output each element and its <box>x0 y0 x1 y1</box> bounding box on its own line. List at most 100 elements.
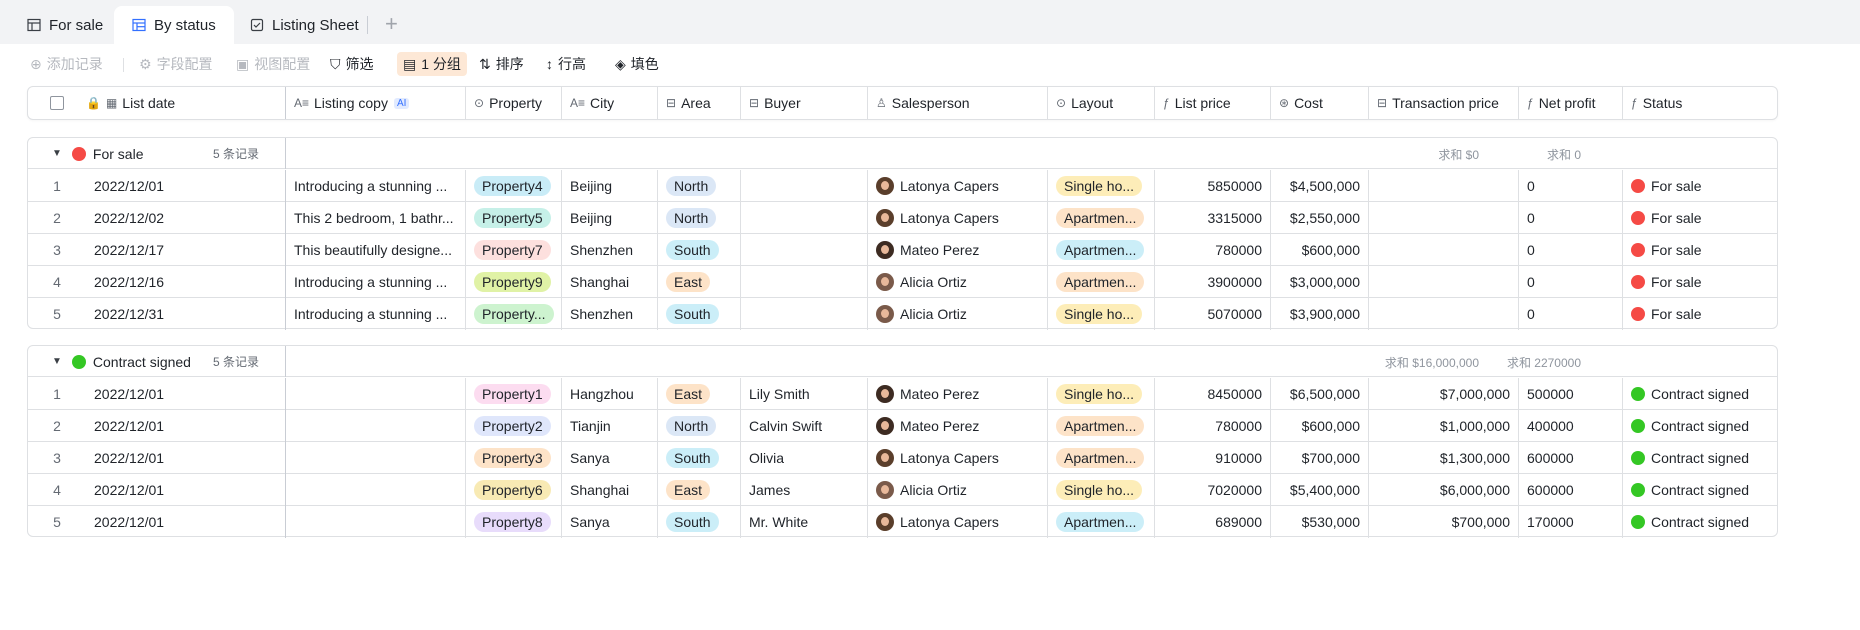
cell-idx[interactable]: 5 <box>28 298 86 330</box>
table-row[interactable]: 2 2022/12/02 This 2 bedroom, 1 bathr... Pro… <box>28 202 1777 234</box>
column-header-property[interactable]: ⊙ Property <box>466 87 562 119</box>
cell-status[interactable]: Contract signed <box>1623 378 1777 410</box>
cell-area[interactable]: South <box>658 234 741 266</box>
cell-property[interactable]: Property6 <box>466 474 562 506</box>
cell-area[interactable]: South <box>658 298 741 330</box>
cell-buyer[interactable] <box>741 202 868 234</box>
column-header-buyer[interactable]: ⊟ Buyer <box>741 87 868 119</box>
cell-profit[interactable]: 0 <box>1519 202 1623 234</box>
cell-transaction[interactable]: $1,000,000 <box>1369 410 1519 442</box>
cell-copy[interactable] <box>286 506 466 538</box>
cell-profit[interactable]: 600000 <box>1519 442 1623 474</box>
cell-transaction[interactable] <box>1369 266 1519 298</box>
cell-profit[interactable]: 600000 <box>1519 474 1623 506</box>
cell-copy[interactable] <box>286 474 466 506</box>
cell-status[interactable]: Contract signed <box>1623 506 1777 538</box>
cell-property[interactable]: Property... <box>466 298 562 330</box>
cell-buyer[interactable] <box>741 266 868 298</box>
cell-buyer[interactable]: Mr. White <box>741 506 868 538</box>
cell-date[interactable]: 2022/12/17 <box>86 234 286 266</box>
cell-property[interactable]: Property7 <box>466 234 562 266</box>
cell-status[interactable]: For sale <box>1623 202 1777 234</box>
cell-area[interactable]: South <box>658 442 741 474</box>
cell-profit[interactable]: 170000 <box>1519 506 1623 538</box>
cell-salesperson[interactable]: Alicia Ortiz <box>868 298 1048 330</box>
cell-property[interactable]: Property9 <box>466 266 562 298</box>
cell-list-price[interactable]: 3315000 <box>1155 202 1271 234</box>
cell-list-price[interactable]: 5850000 <box>1155 170 1271 202</box>
cell-idx[interactable]: 4 <box>28 266 86 298</box>
cell-idx[interactable]: 5 <box>28 506 86 538</box>
cell-city[interactable]: Shanghai <box>562 474 658 506</box>
cell-cost[interactable]: $3,900,000 <box>1271 298 1369 330</box>
cell-layout[interactable]: Apartmen... <box>1048 234 1155 266</box>
cell-property[interactable]: Property4 <box>466 170 562 202</box>
cell-date[interactable]: 2022/12/01 <box>86 442 286 474</box>
cell-list-price[interactable]: 780000 <box>1155 410 1271 442</box>
row-height-button[interactable]: ↕ 行高 <box>546 52 586 76</box>
cell-profit[interactable]: 0 <box>1519 266 1623 298</box>
cell-date[interactable]: 2022/12/16 <box>86 266 286 298</box>
cell-salesperson[interactable]: Latonya Capers <box>868 506 1048 538</box>
cell-cost[interactable]: $530,000 <box>1271 506 1369 538</box>
cell-date[interactable]: 2022/12/01 <box>86 474 286 506</box>
cell-idx[interactable]: 1 <box>28 170 86 202</box>
cell-idx[interactable]: 2 <box>28 410 86 442</box>
column-header-list-price[interactable]: ƒ List price <box>1155 87 1271 119</box>
cell-buyer[interactable] <box>741 234 868 266</box>
cell-area[interactable]: East <box>658 266 741 298</box>
collapse-caret-icon[interactable]: ▼ <box>52 356 62 367</box>
select-all-checkbox[interactable] <box>28 87 86 119</box>
cell-city[interactable]: Sanya <box>562 506 658 538</box>
cell-layout[interactable]: Apartmen... <box>1048 506 1155 538</box>
cell-property[interactable]: Property3 <box>466 442 562 474</box>
cell-list-price[interactable]: 8450000 <box>1155 378 1271 410</box>
cell-idx[interactable]: 1 <box>28 378 86 410</box>
cell-idx[interactable]: 3 <box>28 234 86 266</box>
cell-layout[interactable]: Single ho... <box>1048 170 1155 202</box>
cell-layout[interactable]: Single ho... <box>1048 474 1155 506</box>
sort-button[interactable]: ⇅ 排序 <box>479 52 524 76</box>
cell-buyer[interactable]: Olivia <box>741 442 868 474</box>
cell-area[interactable]: East <box>658 378 741 410</box>
cell-city[interactable]: Shenzhen <box>562 234 658 266</box>
cell-transaction[interactable]: $700,000 <box>1369 506 1519 538</box>
cell-layout[interactable]: Apartmen... <box>1048 202 1155 234</box>
cell-area[interactable]: South <box>658 506 741 538</box>
cell-cost[interactable]: $6,500,000 <box>1271 378 1369 410</box>
column-header-net-profit[interactable]: ƒ Net profit <box>1519 87 1623 119</box>
table-row[interactable]: 3 2022/12/01 Property3 Sanya South Olivia Lato… <box>28 442 1777 474</box>
cell-salesperson[interactable]: Latonya Capers <box>868 170 1048 202</box>
cell-list-price[interactable]: 910000 <box>1155 442 1271 474</box>
cell-copy[interactable]: This beautifully designe... <box>286 234 466 266</box>
cell-cost[interactable]: $700,000 <box>1271 442 1369 474</box>
cell-city[interactable]: Shenzhen <box>562 298 658 330</box>
cell-transaction[interactable] <box>1369 170 1519 202</box>
table-row[interactable]: 4 2022/12/01 Property6 Shanghai East James Ali… <box>28 474 1777 506</box>
cell-layout[interactable]: Apartmen... <box>1048 410 1155 442</box>
cell-profit[interactable]: 500000 <box>1519 378 1623 410</box>
cell-status[interactable]: For sale <box>1623 266 1777 298</box>
cell-city[interactable]: Beijing <box>562 170 658 202</box>
cell-city[interactable]: Sanya <box>562 442 658 474</box>
table-row[interactable]: 5 2022/12/01 Property8 Sanya South Mr. White L… <box>28 506 1777 538</box>
add-view-icon[interactable]: + <box>385 11 398 36</box>
cell-salesperson[interactable]: Alicia Ortiz <box>868 474 1048 506</box>
column-header-listing-copy[interactable]: A≡ Listing copy AI <box>286 87 466 119</box>
collapse-caret-icon[interactable]: ▼ <box>52 148 62 159</box>
cell-property[interactable]: Property5 <box>466 202 562 234</box>
table-row[interactable]: 2 2022/12/01 Property2 Tianjin North Calvin S… <box>28 410 1777 442</box>
cell-profit[interactable]: 400000 <box>1519 410 1623 442</box>
cell-city[interactable]: Hangzhou <box>562 378 658 410</box>
cell-status[interactable]: For sale <box>1623 170 1777 202</box>
cell-profit[interactable]: 0 <box>1519 170 1623 202</box>
cell-status[interactable]: For sale <box>1623 298 1777 330</box>
cell-property[interactable]: Property8 <box>466 506 562 538</box>
cell-cost[interactable]: $4,500,000 <box>1271 170 1369 202</box>
table-row[interactable]: 5 2022/12/31 Introducing a stunning ... Pro… <box>28 298 1777 330</box>
cell-salesperson[interactable]: Mateo Perez <box>868 234 1048 266</box>
column-header-cost[interactable]: ⊛ Cost <box>1271 87 1369 119</box>
column-header-transaction-price[interactable]: ⊟ Transaction price <box>1369 87 1519 119</box>
table-row[interactable]: 1 2022/12/01 Introducing a stunning ... Pro… <box>28 170 1777 202</box>
cell-salesperson[interactable]: Alicia Ortiz <box>868 266 1048 298</box>
